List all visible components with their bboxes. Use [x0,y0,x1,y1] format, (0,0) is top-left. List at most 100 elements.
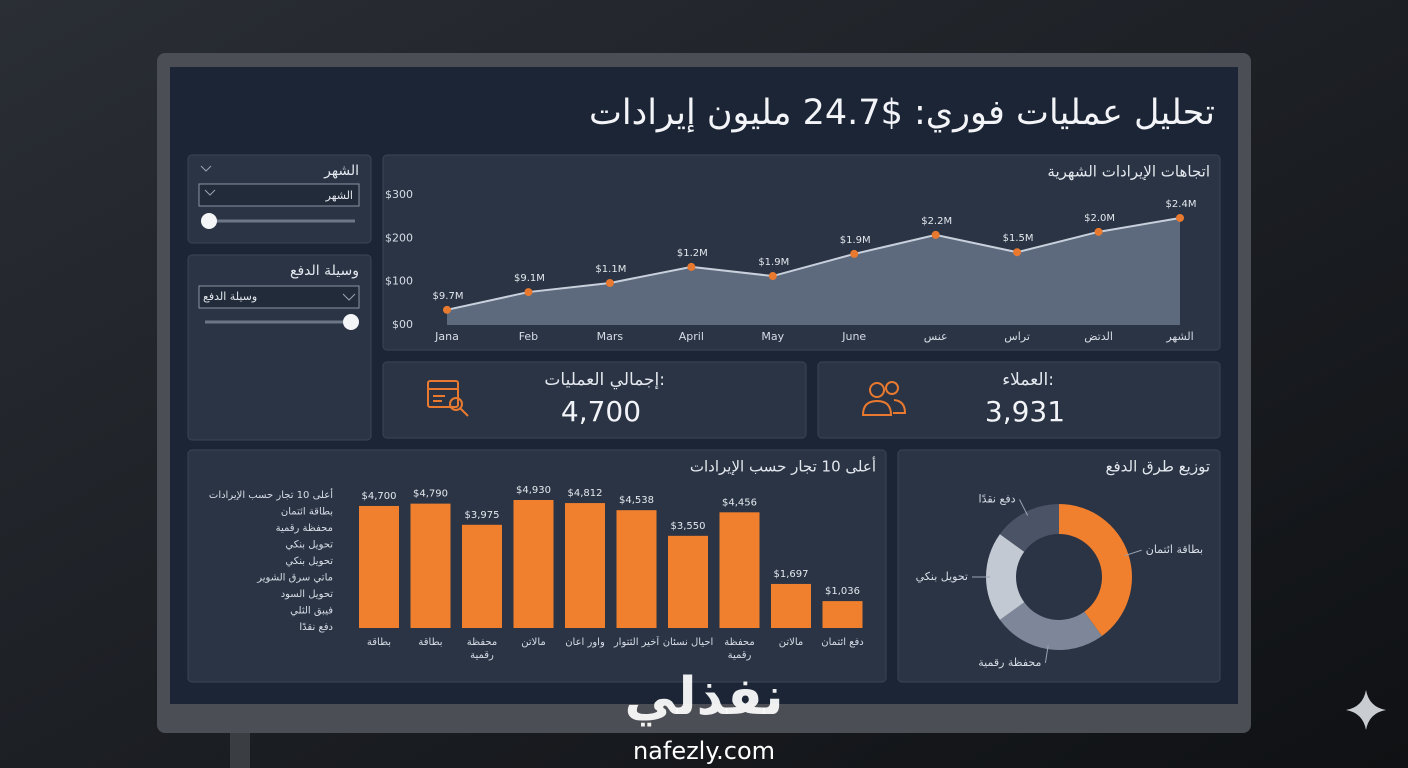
x-tick-label: دفع ائتمان [821,637,864,648]
y-tick-label: $100 [385,275,413,288]
slice [999,504,1059,552]
x-tick-label: مالاتن [521,637,546,648]
list-item: محفظة رقمية [276,523,333,534]
x-tick-label: تراس [1004,330,1030,343]
point-label: $2.2M [921,216,952,227]
x-tick-label: آخير الثتوار [613,637,660,648]
leader [1124,549,1142,557]
slider-thumb[interactable] [201,213,217,229]
list-item: أعلى 10 تجار حسب الإيرادات [209,488,333,501]
bar [462,524,502,628]
watermark-logo: نفذلي [624,667,783,727]
value-label: $4,790 [413,489,448,500]
y-tick-label: $200 [385,231,413,244]
line [446,216,1181,311]
point [931,230,940,239]
point [1176,213,1184,222]
point-label: $1.1M [595,264,626,275]
value-label: $1,697 [774,569,809,580]
x-label-box: واور اعان [565,637,605,648]
slider-thumb[interactable] [343,314,359,330]
point-label: $9.7M [433,291,464,302]
dashboard-title: تحليل عمليات فوري: $24.7 مليون إيرادات [589,93,1215,133]
slice [1059,504,1132,637]
x-tick-label: Jana [434,330,459,343]
filter-panel [187,254,372,441]
bar [668,535,708,628]
kpi-card [382,361,807,439]
point-label: $1.9M [840,235,871,246]
slice [986,534,1025,620]
dropdown[interactable] [198,285,360,309]
chevron [342,293,356,301]
chart-title: اتجاهات الإيرادات الشهرية [1047,163,1210,181]
x-tick-label: واور اعان [565,637,605,648]
x-tick-label: June [841,330,866,343]
point-label: $1.5M [1003,233,1034,244]
value-label: $1,036 [825,586,860,597]
x-label-box: بطاقة [366,637,392,648]
point-label: $1.9M [758,257,789,268]
y-tick-label: $00 [392,318,413,331]
chart-title: توزيع طرق الدفع [1106,458,1210,476]
y-tick-label: $300 [385,188,413,201]
dropdown-text: الشهر [325,189,353,202]
point [850,249,859,258]
list-item: تحويل بنكي [285,540,333,551]
chevron [200,165,212,172]
point-label: $9.1M [514,273,545,284]
leader [1044,645,1049,664]
point-label: $1.2M [677,248,708,259]
x-tick-label: April [679,330,704,343]
watermark-site: nafezly.com [633,737,775,765]
value-label: $4,700 [362,491,397,502]
x-tick-label: بطاقة [366,637,392,648]
bar [513,500,554,628]
value-label: $4,538 [619,495,654,506]
x-tick-label: Feb [519,330,538,343]
slice-label: محفظة رقمية [978,656,1041,669]
point [524,288,533,297]
x-tick-label: مالاتن [778,637,804,648]
x-tick-label: محفظة رقمية [724,637,755,661]
kpi-icon [861,381,907,416]
bar [565,503,605,628]
kpi-value: 3,931 [985,395,1065,428]
pie-panel [897,449,1221,683]
list-item: ماتي سرق الشوير [256,573,333,584]
list-item: دفع نقدًا [299,622,333,633]
kpi-label: العملاء: [1002,370,1054,390]
bar [719,512,760,628]
x-tick-label: May [761,330,784,343]
slice-label: دفع نقدًا [979,492,1016,505]
kpi-value: 4,700 [561,395,641,428]
point [1094,227,1103,236]
slice-label: تحويل بنكي [916,570,968,583]
x-tick-label: الدتض [1084,330,1113,343]
chart-title: أعلى 10 تجار حسب الإيرادات [690,457,876,476]
value-label: $3,550 [671,521,706,532]
bar [359,505,399,628]
dropdown[interactable] [198,183,360,207]
leader [1019,499,1029,516]
bar [616,510,657,628]
list-item: فيبق الثلي [290,606,333,617]
kpi-label: إجمالي العمليات: [544,370,665,390]
point [768,272,777,281]
kpi-icon [427,380,469,417]
chevron [204,189,216,196]
x-label-box: آخير الثتوار [613,637,660,648]
value-label: $4,930 [516,485,551,496]
x-label-box: احيال نسئان [663,637,714,648]
x-label-box: محفظة رقمية [466,637,498,661]
point [443,305,451,314]
point-label: $2.4M [1166,199,1197,210]
kpi-card [817,361,1221,439]
point [1013,248,1022,257]
x-tick-label: بطاقة [418,637,443,648]
x-label-box: بطاقة [418,637,443,648]
slice [999,602,1102,650]
x-tick-label: محفظة رقمية [466,637,498,661]
